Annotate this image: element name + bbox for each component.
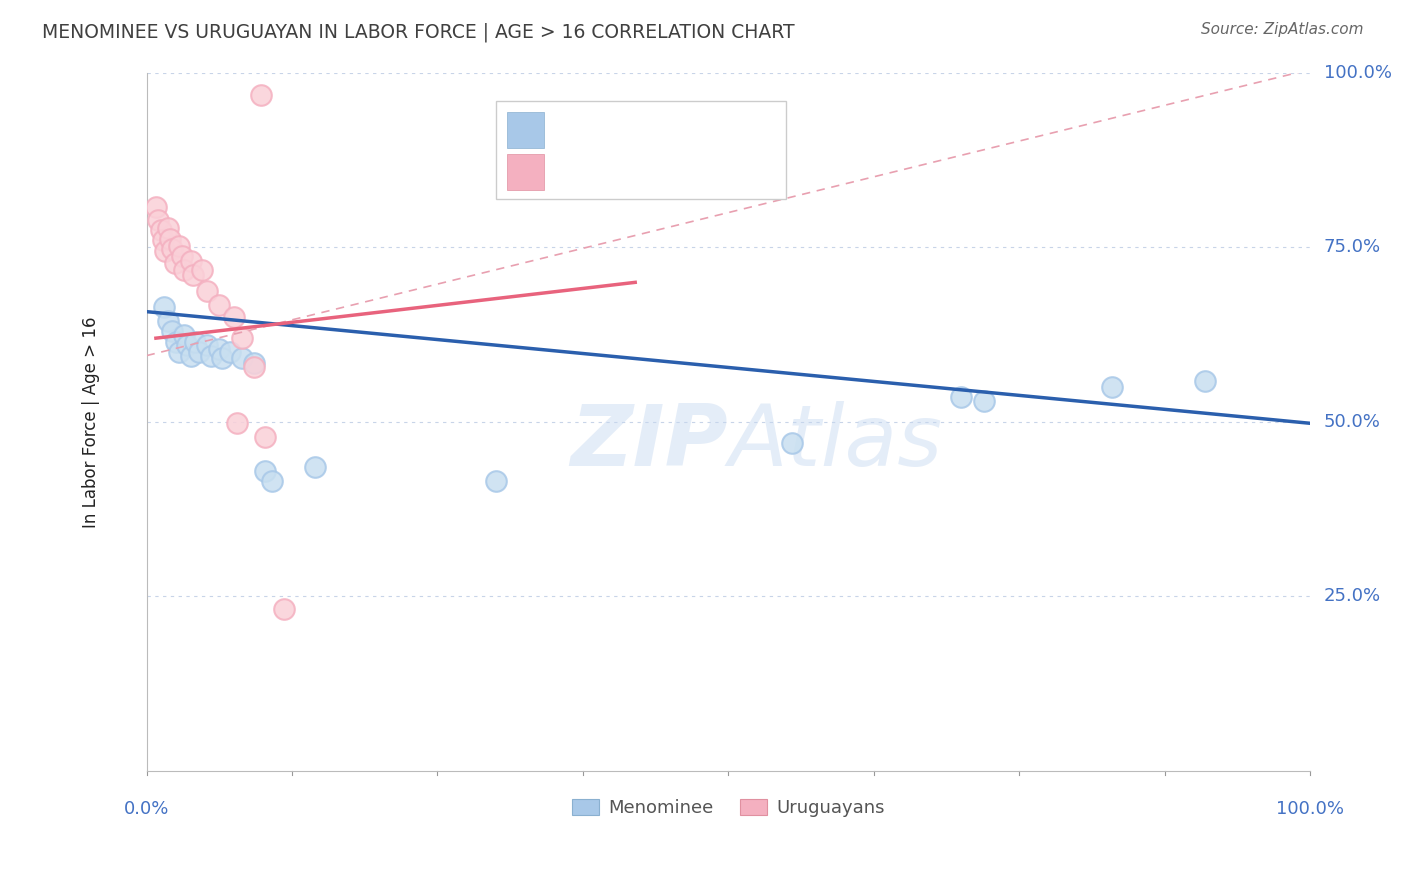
Point [165, 334, 187, 349]
Text: Source: ZipAtlas.com: Source: ZipAtlas.com [1201, 22, 1364, 37]
Point [173, 327, 195, 342]
Point [262, 474, 284, 488]
Point [949, 391, 972, 405]
Point [180, 254, 202, 268]
Point [222, 310, 245, 325]
Point [176, 338, 198, 352]
Text: R =  0.248: R = 0.248 [558, 163, 664, 181]
Point [191, 262, 214, 277]
Point [484, 474, 506, 488]
Point [973, 393, 995, 408]
Point [184, 334, 207, 349]
Point [173, 262, 195, 277]
Point [254, 464, 277, 478]
Point [219, 345, 242, 359]
Point [160, 324, 183, 338]
Text: Atlas: Atlas [728, 401, 942, 484]
Point [159, 232, 181, 246]
Text: 100.0%: 100.0% [1275, 800, 1344, 818]
Point [160, 242, 183, 256]
Text: N = 26: N = 26 [664, 121, 728, 139]
Point [195, 338, 218, 352]
Point [1194, 375, 1216, 389]
Point [242, 355, 264, 369]
Point [1101, 380, 1123, 394]
Bar [508, 112, 544, 148]
Text: 25.0%: 25.0% [1324, 587, 1381, 606]
Point [211, 351, 233, 365]
Point [242, 360, 264, 375]
Text: MENOMINEE VS URUGUAYAN IN LABOR FORCE | AGE > 16 CORRELATION CHART: MENOMINEE VS URUGUAYAN IN LABOR FORCE | … [42, 22, 794, 42]
Point [153, 300, 176, 314]
Point [145, 200, 167, 214]
Point [254, 430, 277, 444]
Point [149, 223, 172, 237]
Text: 0.0%: 0.0% [124, 800, 169, 818]
Point [148, 212, 170, 227]
Point [195, 284, 218, 298]
Point [780, 435, 803, 450]
Text: ZIP: ZIP [571, 401, 728, 484]
Point [152, 234, 174, 248]
Point [208, 342, 231, 356]
Text: 50.0%: 50.0% [1324, 413, 1381, 431]
Text: N = 31: N = 31 [664, 163, 728, 181]
Point [181, 268, 204, 283]
Point [188, 345, 211, 359]
FancyBboxPatch shape [495, 101, 786, 199]
Point [200, 349, 222, 363]
Point [170, 249, 193, 263]
Point [155, 244, 177, 258]
Point [304, 460, 326, 475]
Point [249, 88, 271, 103]
Point [163, 256, 186, 270]
Point [180, 349, 202, 363]
Point [156, 314, 179, 328]
Point [156, 221, 179, 235]
Legend: Menominee, Uruguayans: Menominee, Uruguayans [565, 792, 891, 824]
Point [231, 331, 253, 345]
Point [167, 239, 190, 253]
Text: 75.0%: 75.0% [1324, 238, 1381, 257]
Point [273, 602, 295, 616]
Text: In Labor Force | Age > 16: In Labor Force | Age > 16 [82, 316, 100, 528]
Point [167, 345, 190, 359]
Point [231, 351, 253, 365]
Point [226, 417, 249, 431]
Bar [508, 154, 544, 190]
Text: R = -0.504: R = -0.504 [558, 121, 664, 139]
Text: 100.0%: 100.0% [1324, 64, 1392, 82]
Point [208, 298, 231, 312]
